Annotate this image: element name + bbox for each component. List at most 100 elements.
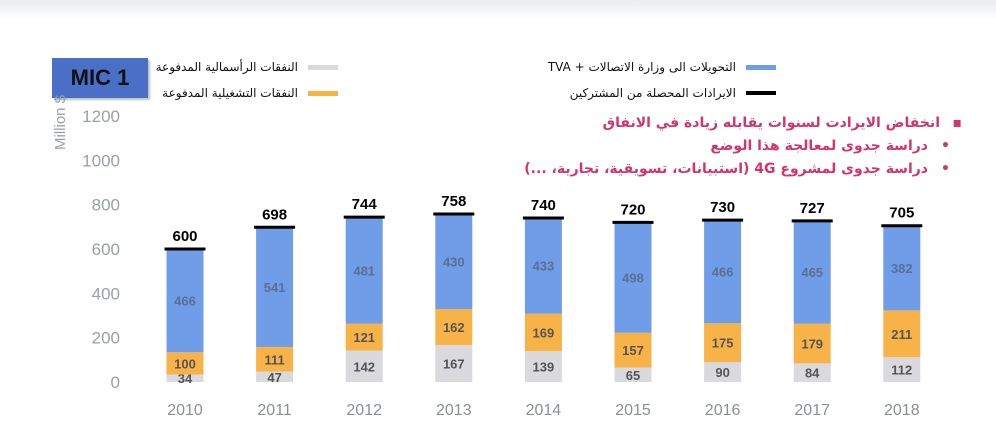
y-tick-label: 1000 <box>82 151 120 170</box>
revenue-label: 744 <box>352 196 378 213</box>
bar-segment-opex <box>704 323 742 363</box>
bar-segment-transfers <box>166 249 204 353</box>
bar-segment-opex <box>524 313 562 352</box>
data-label-opex: 111 <box>264 352 284 367</box>
revenue-label: 740 <box>531 197 556 214</box>
mic-badge: MIC 1 <box>52 58 148 98</box>
data-label-capex: 47 <box>267 370 281 385</box>
x-tick-label: 2018 <box>884 402 920 419</box>
data-label-transfers: 481 <box>353 263 375 278</box>
bar-segment-capex <box>614 367 652 382</box>
data-label-opex: 175 <box>712 336 734 351</box>
bar-segment-opex <box>614 332 652 368</box>
data-label-transfers: 541 <box>264 280 286 295</box>
revenue-label: 720 <box>620 201 645 218</box>
legend-capex-label: النفقات الرأسمالية المدفوعة <box>155 60 298 74</box>
legend-opex-swatch <box>308 90 338 96</box>
bar-segment-transfers <box>345 217 383 324</box>
y-tick-label: 200 <box>92 329 120 348</box>
bar-segment-opex <box>166 352 204 375</box>
note-sub-2: دراسة جدوى لمشروع 4G (استبيانات، تسويقية… <box>442 158 962 181</box>
y-tick-label: 600 <box>92 240 120 259</box>
bar-segment-transfers <box>704 219 742 324</box>
data-label-opex: 121 <box>353 330 375 345</box>
bar-segment-capex <box>256 371 294 382</box>
revenue-label: 705 <box>889 205 914 222</box>
x-tick-label: 2015 <box>615 402 651 419</box>
note-sub-1-text: دراسة جدوى لمعالجة هذا الوضع <box>710 138 928 154</box>
legend-revenue: الايرادات المحصلة من المشتركين <box>570 86 776 100</box>
data-label-capex: 139 <box>533 360 555 375</box>
data-label-capex: 84 <box>805 366 820 381</box>
y-tick-label: 400 <box>92 284 120 303</box>
x-tick-label: 2016 <box>705 402 741 419</box>
data-label-opex: 157 <box>622 343 644 358</box>
y-tick-label: 800 <box>92 196 120 215</box>
x-tick-label: 2013 <box>436 402 472 419</box>
revenue-label: 698 <box>262 206 287 223</box>
legend-capex: النفقات الرأسمالية المدفوعة <box>156 60 338 74</box>
x-tick-label: 2014 <box>526 402 562 419</box>
bar-segment-transfers <box>524 217 562 314</box>
data-label-transfers: 382 <box>891 261 913 276</box>
data-label-opex: 162 <box>443 320 465 335</box>
note-sub-1: دراسة جدوى لمعالجة هذا الوضع <box>442 135 962 158</box>
x-tick-label: 2017 <box>794 402 830 419</box>
legend-revenue-label: الايرادات المحصلة من المشتركين <box>569 86 736 100</box>
y-tick-label: 1200 <box>82 107 120 126</box>
legend-transfers-label: التحويلات الى وزارة الاتصالات + TVA <box>547 60 736 74</box>
bar-segment-capex <box>166 374 204 382</box>
data-label-transfers: 465 <box>801 265 823 280</box>
data-label-opex: 179 <box>801 337 823 352</box>
bar-segment-opex <box>345 323 383 351</box>
data-label-capex: 142 <box>353 359 375 374</box>
note-main: انخفاض الايرادت لسنوات يقابله زيادة في ا… <box>442 112 962 135</box>
bar-segment-capex <box>435 344 473 382</box>
data-label-opex: 100 <box>174 356 196 371</box>
note-sub-2-text: دراسة جدوى لمشروع 4G (استبيانات، تسويقية… <box>524 161 928 177</box>
bar-segment-transfers <box>614 222 652 333</box>
data-label-transfers: 433 <box>533 259 555 274</box>
notes-list: انخفاض الايرادت لسنوات يقابله زيادة في ا… <box>442 112 962 181</box>
data-label-capex: 90 <box>715 365 729 380</box>
data-label-capex: 112 <box>891 363 912 378</box>
note-main-text: انخفاض الايرادت لسنوات يقابله زيادة في ا… <box>602 115 940 131</box>
data-label-capex: 167 <box>443 356 465 371</box>
data-label-transfers: 498 <box>622 271 644 286</box>
bar-segment-opex <box>793 323 831 364</box>
revenue-label: 730 <box>710 199 735 216</box>
legend-transfers: التحويلات الى وزارة الاتصالات + TVA <box>548 60 776 74</box>
data-label-opex: 169 <box>533 325 555 340</box>
legend-capex-swatch <box>308 64 338 70</box>
bar-segment-transfers <box>435 213 473 310</box>
bar-segment-opex <box>256 346 294 372</box>
data-label-transfers: 430 <box>443 254 465 269</box>
data-label-transfers: 466 <box>712 265 734 280</box>
top-band <box>0 0 996 20</box>
revenue-label: 758 <box>441 193 466 210</box>
x-tick-label: 2010 <box>167 402 203 419</box>
revenue-label: 600 <box>172 228 197 245</box>
bar-segment-transfers <box>793 220 831 324</box>
data-label-capex: 65 <box>626 368 640 383</box>
bar-segment-capex <box>345 350 383 382</box>
data-label-capex: 34 <box>178 371 193 386</box>
legend-opex-label: النفقات التشغيلية المدفوعة <box>162 86 298 100</box>
bar-segment-capex <box>704 362 742 382</box>
data-label-transfers: 466 <box>174 294 196 309</box>
bar-segment-capex <box>793 363 831 382</box>
bar-segment-capex <box>883 357 921 382</box>
legend-revenue-swatch <box>746 91 776 95</box>
bar-segment-transfers <box>256 227 294 347</box>
data-label-opex: 211 <box>891 327 912 342</box>
bar-segment-opex <box>435 309 473 345</box>
legend-transfers-swatch <box>746 64 776 70</box>
bar-segment-opex <box>883 310 921 358</box>
x-tick-label: 2011 <box>257 402 292 419</box>
y-tick-label: 0 <box>111 373 120 392</box>
bar-segment-transfers <box>883 225 921 311</box>
x-tick-label: 2012 <box>346 402 382 419</box>
legend-opex: النفقات التشغيلية المدفوعة <box>162 86 338 100</box>
bar-segment-capex <box>524 351 562 382</box>
